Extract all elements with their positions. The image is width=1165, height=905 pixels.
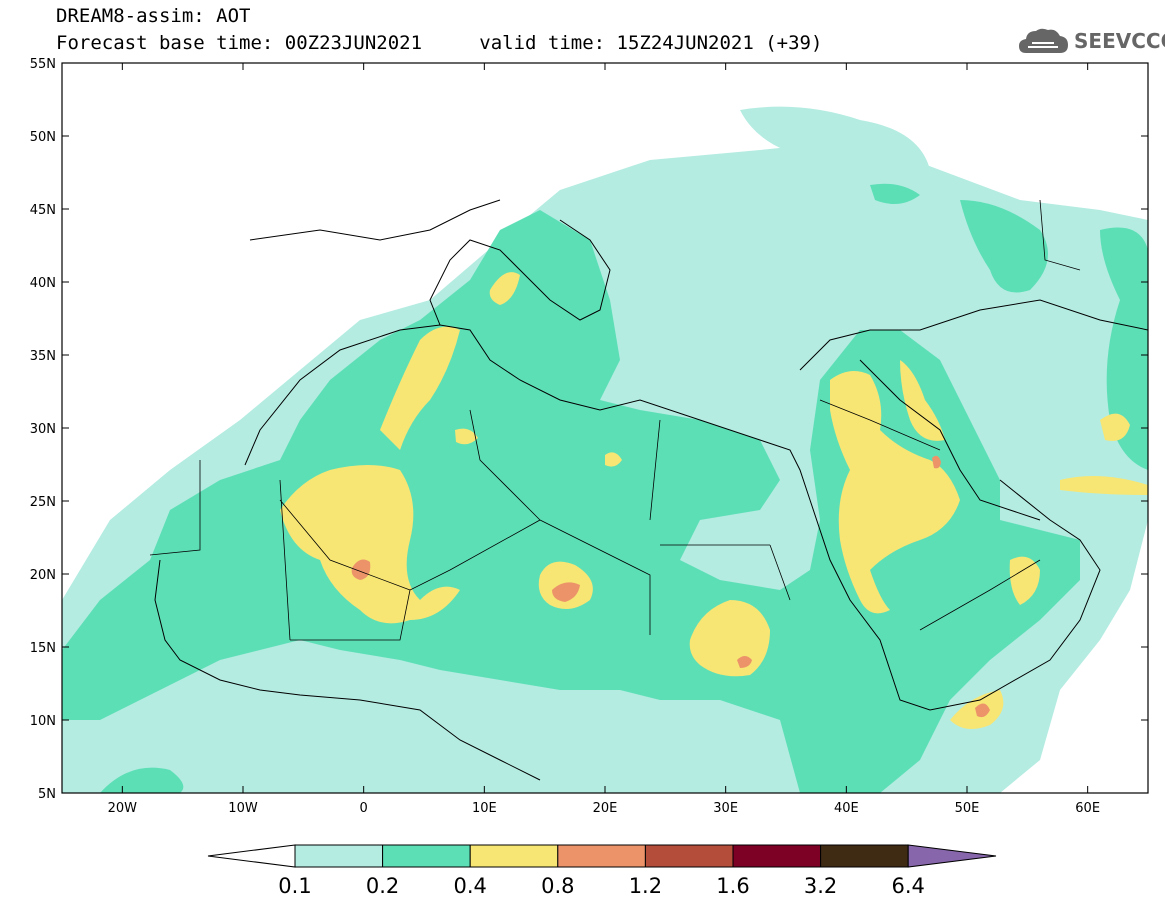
lat-label: 30N: [30, 422, 56, 437]
lat-label: 15N: [30, 641, 56, 656]
aot-band-0.2: [62, 183, 1148, 793]
longitude-labels: 20W 10W 0 10E 20E 30E 40E 50E 60E: [108, 63, 1100, 816]
colorbar-label: 3.2: [804, 874, 837, 898]
lon-label: 10W: [228, 801, 258, 816]
lon-label: 10E: [472, 801, 497, 816]
lon-label: 50E: [955, 801, 980, 816]
aot-band-0.4: [280, 272, 1148, 729]
lat-label: 20N: [30, 568, 56, 583]
logo-text: SEEVCCC: [1074, 29, 1165, 53]
lat-label: 40N: [30, 276, 56, 291]
cloud-icon: [1019, 28, 1068, 53]
colorbar-label: 1.6: [716, 874, 749, 898]
colorbar-label: 0.1: [278, 874, 311, 898]
colorbar-label: 0.8: [541, 874, 574, 898]
aot-band-0.8: [351, 455, 990, 718]
valid-time: valid time: 15Z24JUN2021 (+39): [479, 32, 823, 54]
lat-label: 10N: [30, 714, 56, 729]
colorbar-segment: [820, 844, 909, 868]
latitude-labels: 55N 50N 45N 40N 35N 30N 25N 20N 15N 10N 5N: [30, 57, 1148, 802]
lon-label: 20W: [108, 801, 138, 816]
lat-label: 25N: [30, 495, 56, 510]
colorbar-segment: [732, 844, 822, 868]
lon-label: 20E: [593, 801, 618, 816]
lat-label: 45N: [30, 203, 56, 218]
forecast-base-time: Forecast base time: 00Z23JUN2021: [56, 32, 423, 54]
time-info: Forecast base time: 00Z23JUN2021 valid t…: [56, 32, 822, 54]
map-title: DREAM8-assim: AOT: [56, 5, 251, 27]
lat-label: 50N: [30, 130, 56, 145]
colorbar-label: 1.2: [629, 874, 662, 898]
lon-label: 40E: [834, 801, 859, 816]
lon-label: 0: [360, 801, 368, 816]
lon-label: 30E: [713, 801, 738, 816]
colorbar: 0.1 0.2 0.4 0.8 1.2 1.6 3.2 6.4: [207, 844, 997, 898]
aot-field: [62, 106, 1148, 793]
seevccc-logo: SEEVCCC: [1018, 26, 1165, 56]
lat-label: 5N: [38, 787, 56, 802]
colorbar-low-arrow: [207, 844, 296, 868]
colorbar-segment: [382, 844, 471, 868]
colorbar-segment: [294, 844, 384, 868]
colorbar-segment: [557, 844, 646, 868]
coastlines: [154, 199, 1149, 781]
colorbar-high-arrow: [907, 844, 997, 868]
lat-label: 35N: [30, 349, 56, 364]
colorbar-label: 0.4: [453, 874, 486, 898]
colorbar-label: 0.2: [366, 874, 399, 898]
country-borders: [149, 199, 1081, 641]
colorbar-label: 6.4: [891, 874, 924, 898]
colorbar-segment: [469, 844, 559, 868]
lon-label: 60E: [1075, 801, 1100, 816]
colorbar-segment: [644, 844, 734, 868]
lat-label: 55N: [30, 57, 56, 72]
